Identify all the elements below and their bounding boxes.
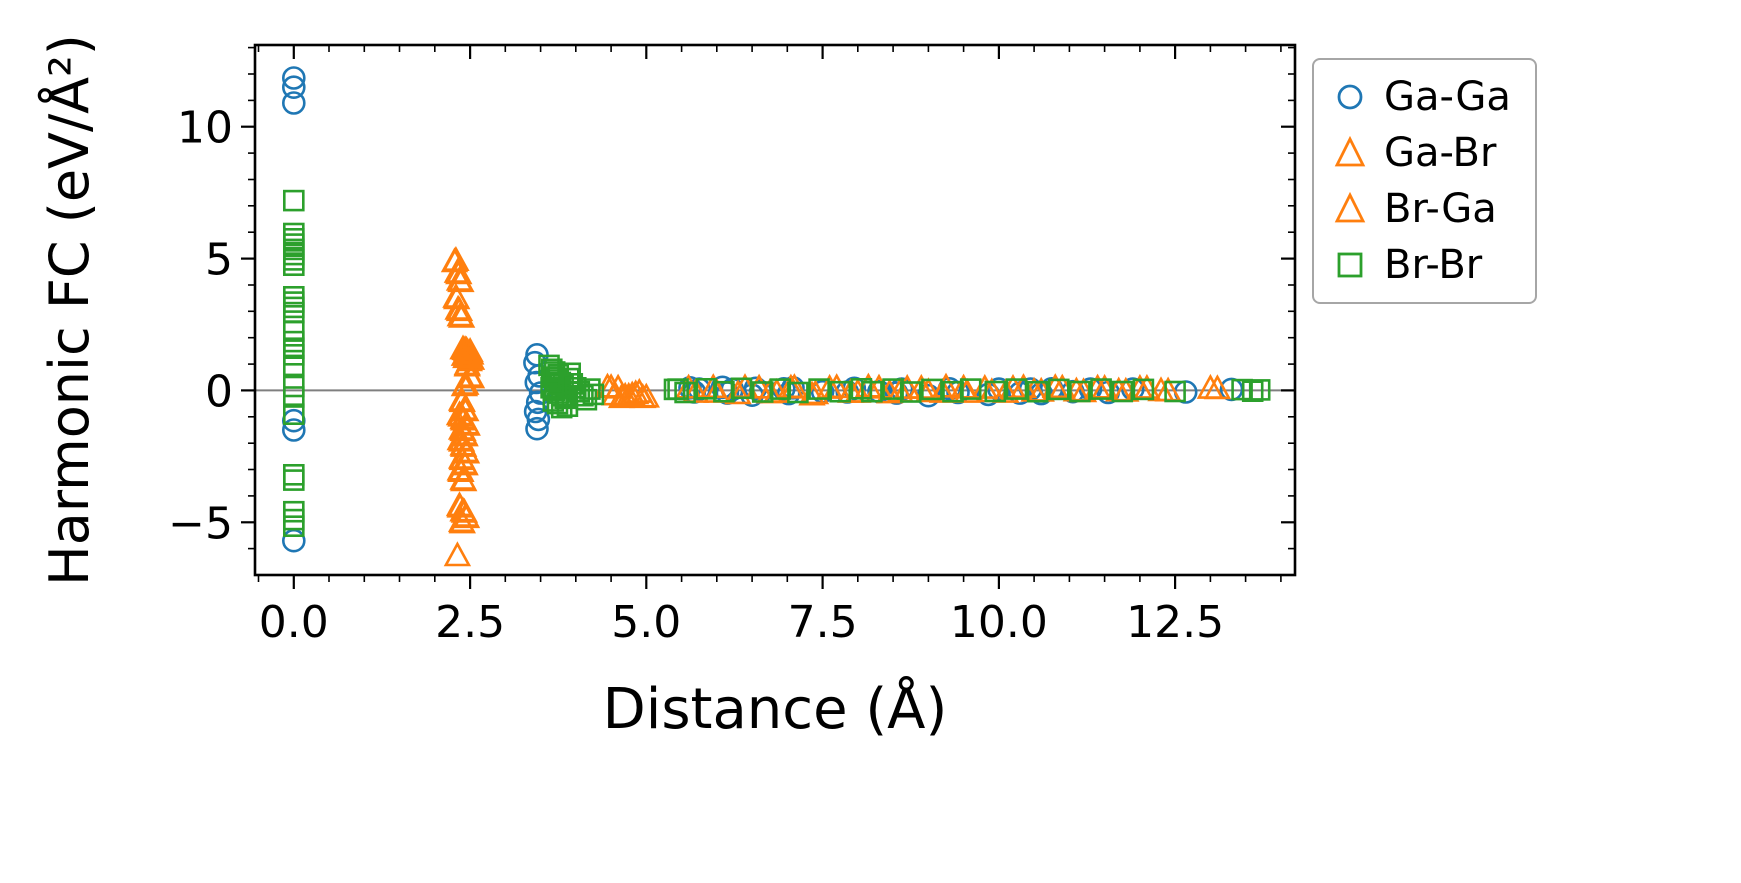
triangle-marker-icon xyxy=(1334,135,1366,167)
legend-item-br-br: Br-Br xyxy=(1328,238,1511,292)
circle-marker-icon xyxy=(1337,84,1363,110)
legend-label: Ga-Ga xyxy=(1384,74,1511,120)
svg-text:7.5: 7.5 xyxy=(788,597,858,648)
svg-text:5.0: 5.0 xyxy=(611,597,681,648)
y-axis-label: Harmonic FC (eV/Å²) xyxy=(37,34,101,586)
svg-text:2.5: 2.5 xyxy=(435,597,505,648)
series-br-br xyxy=(282,189,1271,538)
legend-label: Br-Ga xyxy=(1384,186,1497,232)
svg-text:0.0: 0.0 xyxy=(259,597,329,648)
plot-frame xyxy=(253,43,1297,577)
legend-label: Br-Br xyxy=(1384,242,1483,288)
x-axis-label: Distance (Å) xyxy=(603,676,948,742)
axis-ticks xyxy=(241,45,1295,589)
svg-text:10: 10 xyxy=(177,103,233,154)
svg-text:0: 0 xyxy=(205,366,233,417)
legend-item-br-ga: Br-Ga xyxy=(1328,182,1511,236)
tick-labels: 0.0 2.5 5.0 7.5 10.0 12.5 −5 0 5 10 xyxy=(168,103,1224,648)
square-marker-icon xyxy=(1337,252,1363,278)
svg-text:−5: −5 xyxy=(168,498,233,549)
triangle-marker-icon xyxy=(1334,191,1366,223)
svg-text:10.0: 10.0 xyxy=(950,597,1048,648)
legend: Ga-Ga Ga-Br Br-Ga Br-Br xyxy=(1312,58,1537,304)
legend-item-ga-br: Ga-Br xyxy=(1328,126,1511,180)
legend-label: Ga-Br xyxy=(1384,130,1497,176)
series-ga-ga xyxy=(281,66,1244,553)
svg-text:12.5: 12.5 xyxy=(1126,597,1224,648)
svg-text:5: 5 xyxy=(205,235,233,286)
legend-item-ga-ga: Ga-Ga xyxy=(1328,70,1511,124)
chart-generated: 0.0 2.5 5.0 7.5 10.0 12.5 −5 0 5 10 xyxy=(168,43,1297,648)
